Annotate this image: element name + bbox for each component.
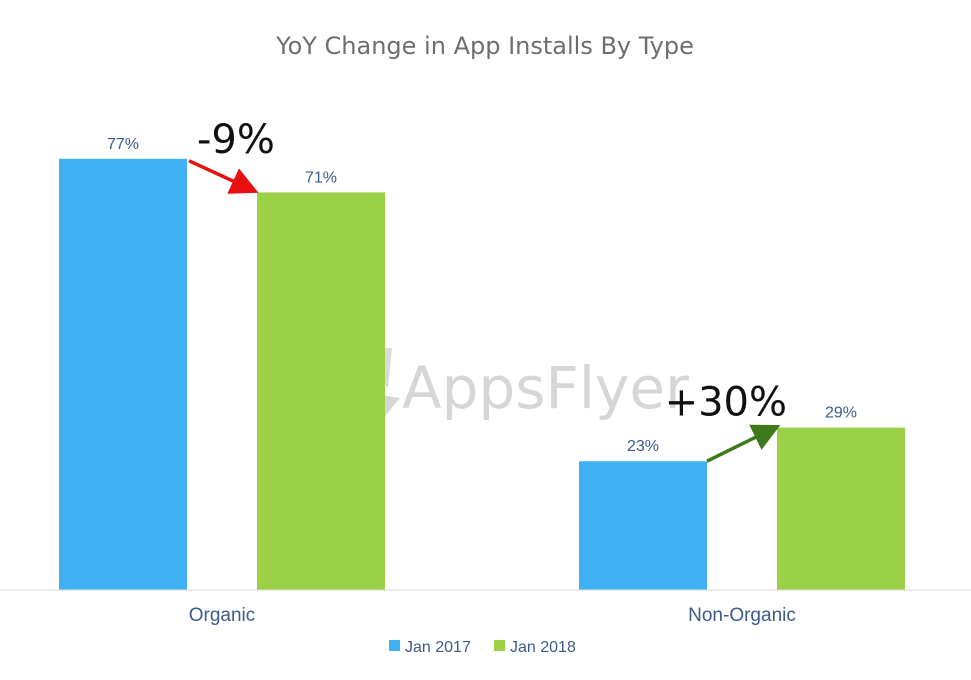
- legend-label-jan-2017: Jan 2017: [405, 639, 471, 656]
- bar-organic-jan-2017: [59, 158, 187, 591]
- data-label-organic-jan-2018: 71%: [305, 169, 337, 186]
- bar-non-organic-jan-2018: [777, 427, 905, 590]
- watermark-text: AppsFlyer: [402, 354, 689, 422]
- annotation-arrow-non-organic: [706, 424, 781, 463]
- bars-layer: 77% 71% 23% 29% -9% +30%: [59, 117, 905, 591]
- annotation-text-non-organic: +30%: [665, 380, 787, 426]
- bar-non-organic-jan-2017: [579, 461, 707, 590]
- annotation-arrow-organic: [188, 159, 259, 194]
- annotation-text-organic: -9%: [197, 117, 275, 163]
- legend-label-jan-2018: Jan 2018: [510, 639, 576, 656]
- legend-swatch-jan-2018: [494, 640, 505, 651]
- chart-title: YoY Change in App Installs By Type: [275, 32, 694, 60]
- data-label-organic-jan-2017: 77%: [107, 136, 139, 153]
- x-tick-label-organic: Organic: [189, 605, 256, 626]
- category-labels: Organic Non-Organic: [189, 605, 796, 626]
- x-tick-label-non-organic: Non-Organic: [688, 605, 796, 626]
- data-label-non-organic-jan-2017: 23%: [627, 438, 659, 455]
- bar-organic-jan-2018: [257, 192, 385, 590]
- data-label-non-organic-jan-2018: 29%: [825, 405, 857, 422]
- legend: Jan 2017 Jan 2018: [389, 639, 576, 656]
- legend-swatch-jan-2017: [389, 640, 400, 651]
